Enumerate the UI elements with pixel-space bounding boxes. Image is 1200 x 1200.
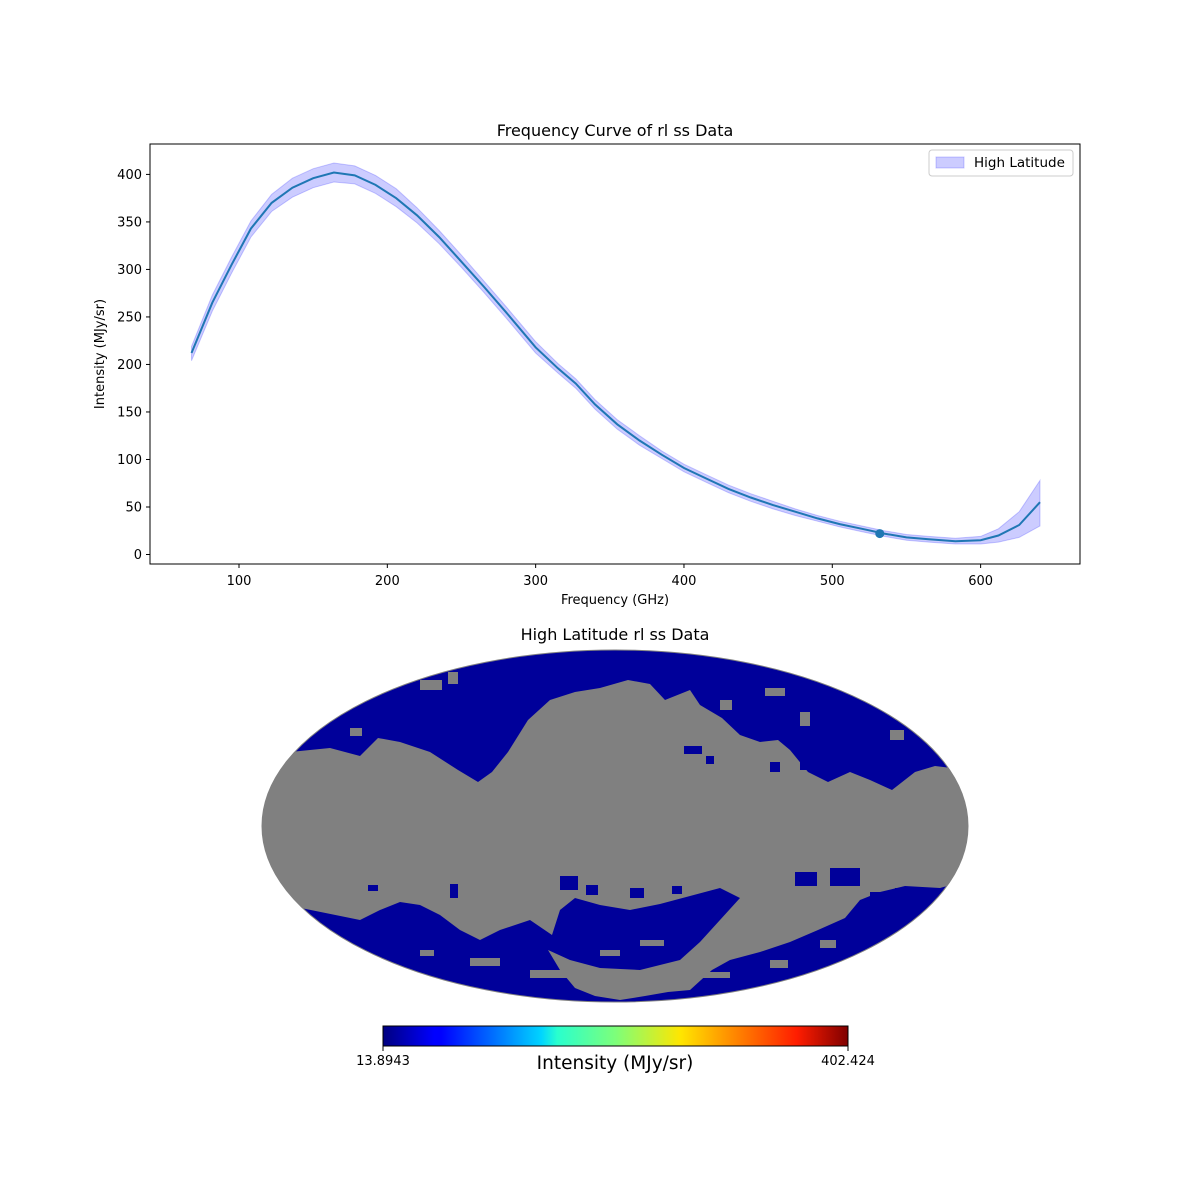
sky-map-chart: High Latitude rl ss Data (261, 625, 969, 1074)
unmasked-islands (368, 746, 907, 902)
legend-swatch (935, 156, 965, 169)
y-tick-label: 100 (117, 453, 142, 468)
y-tick-label: 300 (117, 263, 142, 278)
mollweide-map (262, 650, 968, 1002)
legend-box (928, 149, 1074, 177)
uncertainty-band (191, 162, 1041, 545)
colorbar: 13.8943 402.424 Intensity (MJy/sr) (356, 1025, 875, 1074)
x-tick-label: 100 (227, 574, 252, 589)
x-tick-label: 500 (820, 574, 845, 589)
colorbar-title: Intensity (MJy/sr) (537, 1053, 694, 1074)
x-axis-label: Frequency (GHz) (561, 593, 669, 608)
map-outline (261, 649, 969, 1003)
plot-frame (149, 143, 1081, 565)
y-ticks: 0 50 100 150 200 250 300 350 400 (117, 168, 150, 563)
x-tick-label: 300 (523, 574, 548, 589)
x-ticks: 100 200 300 400 500 600 (227, 564, 993, 589)
y-axis-label: Intensity (MJy/sr) (93, 299, 108, 409)
x-tick-label: 600 (968, 574, 993, 589)
y-tick-label: 200 (117, 358, 142, 373)
y-tick-label: 50 (125, 500, 142, 515)
colorbar-max-label: 402.424 (821, 1054, 875, 1069)
colorbar-gradient (382, 1025, 849, 1047)
y-tick-label: 400 (117, 168, 142, 183)
map-title: High Latitude rl ss Data (521, 625, 710, 644)
y-tick-label: 0 (134, 548, 142, 563)
colorbar-min-label: 13.8943 (356, 1054, 410, 1069)
x-tick-label: 400 (672, 574, 697, 589)
chart-title: Frequency Curve of rl ss Data (497, 121, 734, 140)
y-tick-label: 150 (117, 405, 142, 420)
y-tick-label: 350 (117, 215, 142, 230)
mean-line (190, 171, 1041, 543)
x-tick-label: 200 (375, 574, 400, 589)
masked-speckles (350, 672, 904, 978)
legend-label: High Latitude (974, 155, 1065, 171)
frequency-curve-chart: Frequency Curve of rl ss Data 0 50 100 150 2… (93, 121, 1081, 608)
masked-region (262, 680, 968, 1000)
legend: High Latitude (928, 149, 1074, 177)
y-tick-label: 250 (117, 310, 142, 325)
highlight-point (875, 529, 885, 539)
